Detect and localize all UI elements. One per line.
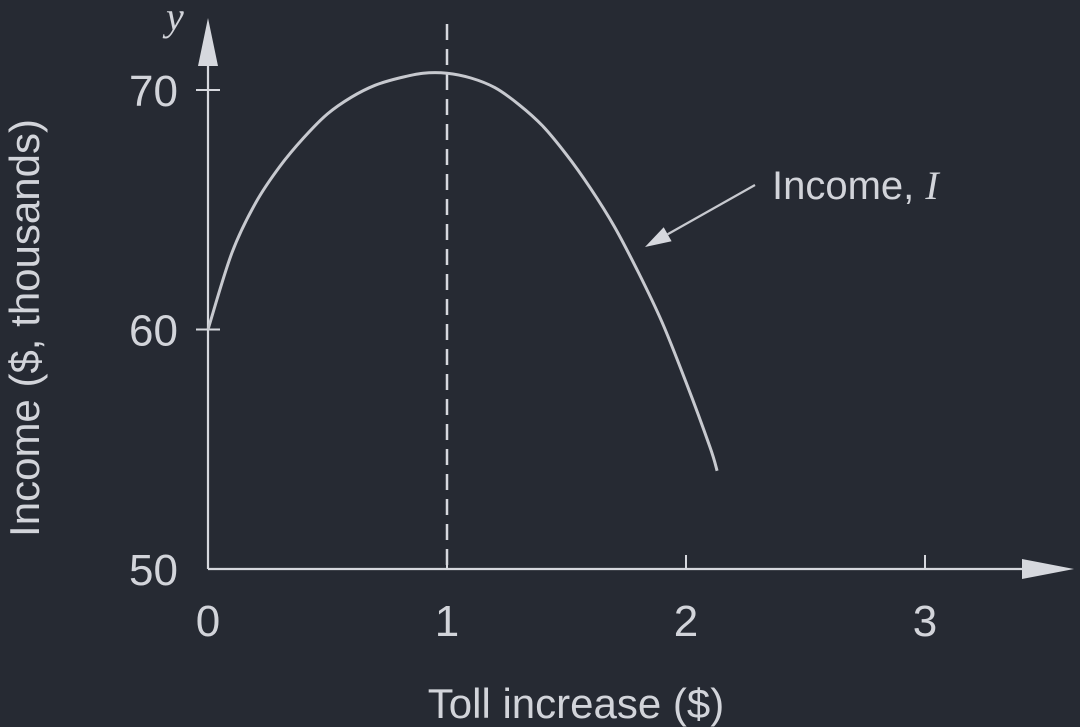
x-axis-arrowhead (1022, 559, 1074, 579)
annotation-label: Income, I (772, 163, 940, 208)
x-tick-label: 0 (196, 597, 220, 646)
plot-area (206, 24, 719, 569)
y-tick-label: 50 (129, 546, 178, 595)
annotation-label-variable: I (924, 163, 940, 208)
axis-titles: Toll increase ($) Income ($, thousands) (1, 119, 724, 727)
x-tick-label: 2 (674, 597, 698, 646)
y-axis-arrowhead (198, 18, 218, 66)
annotation: Income, I (645, 163, 940, 247)
annotation-label-text: Income, (772, 164, 925, 208)
ticks: 0 1 2 3 50 60 70 (129, 67, 937, 646)
y-axis-variable-label: y (162, 0, 184, 39)
income-curve (206, 71, 719, 472)
y-axis-title: Income ($, thousands) (1, 119, 48, 537)
annotation-arrowhead (645, 227, 672, 247)
x-tick-label: 3 (913, 597, 937, 646)
y-tick-label: 60 (129, 307, 178, 356)
y-tick-label: 70 (129, 67, 178, 116)
x-tick-label: 1 (435, 597, 459, 646)
annotation-arrow-line (667, 184, 756, 236)
x-axis-title: Toll increase ($) (428, 680, 724, 727)
axes: y (162, 0, 1074, 579)
